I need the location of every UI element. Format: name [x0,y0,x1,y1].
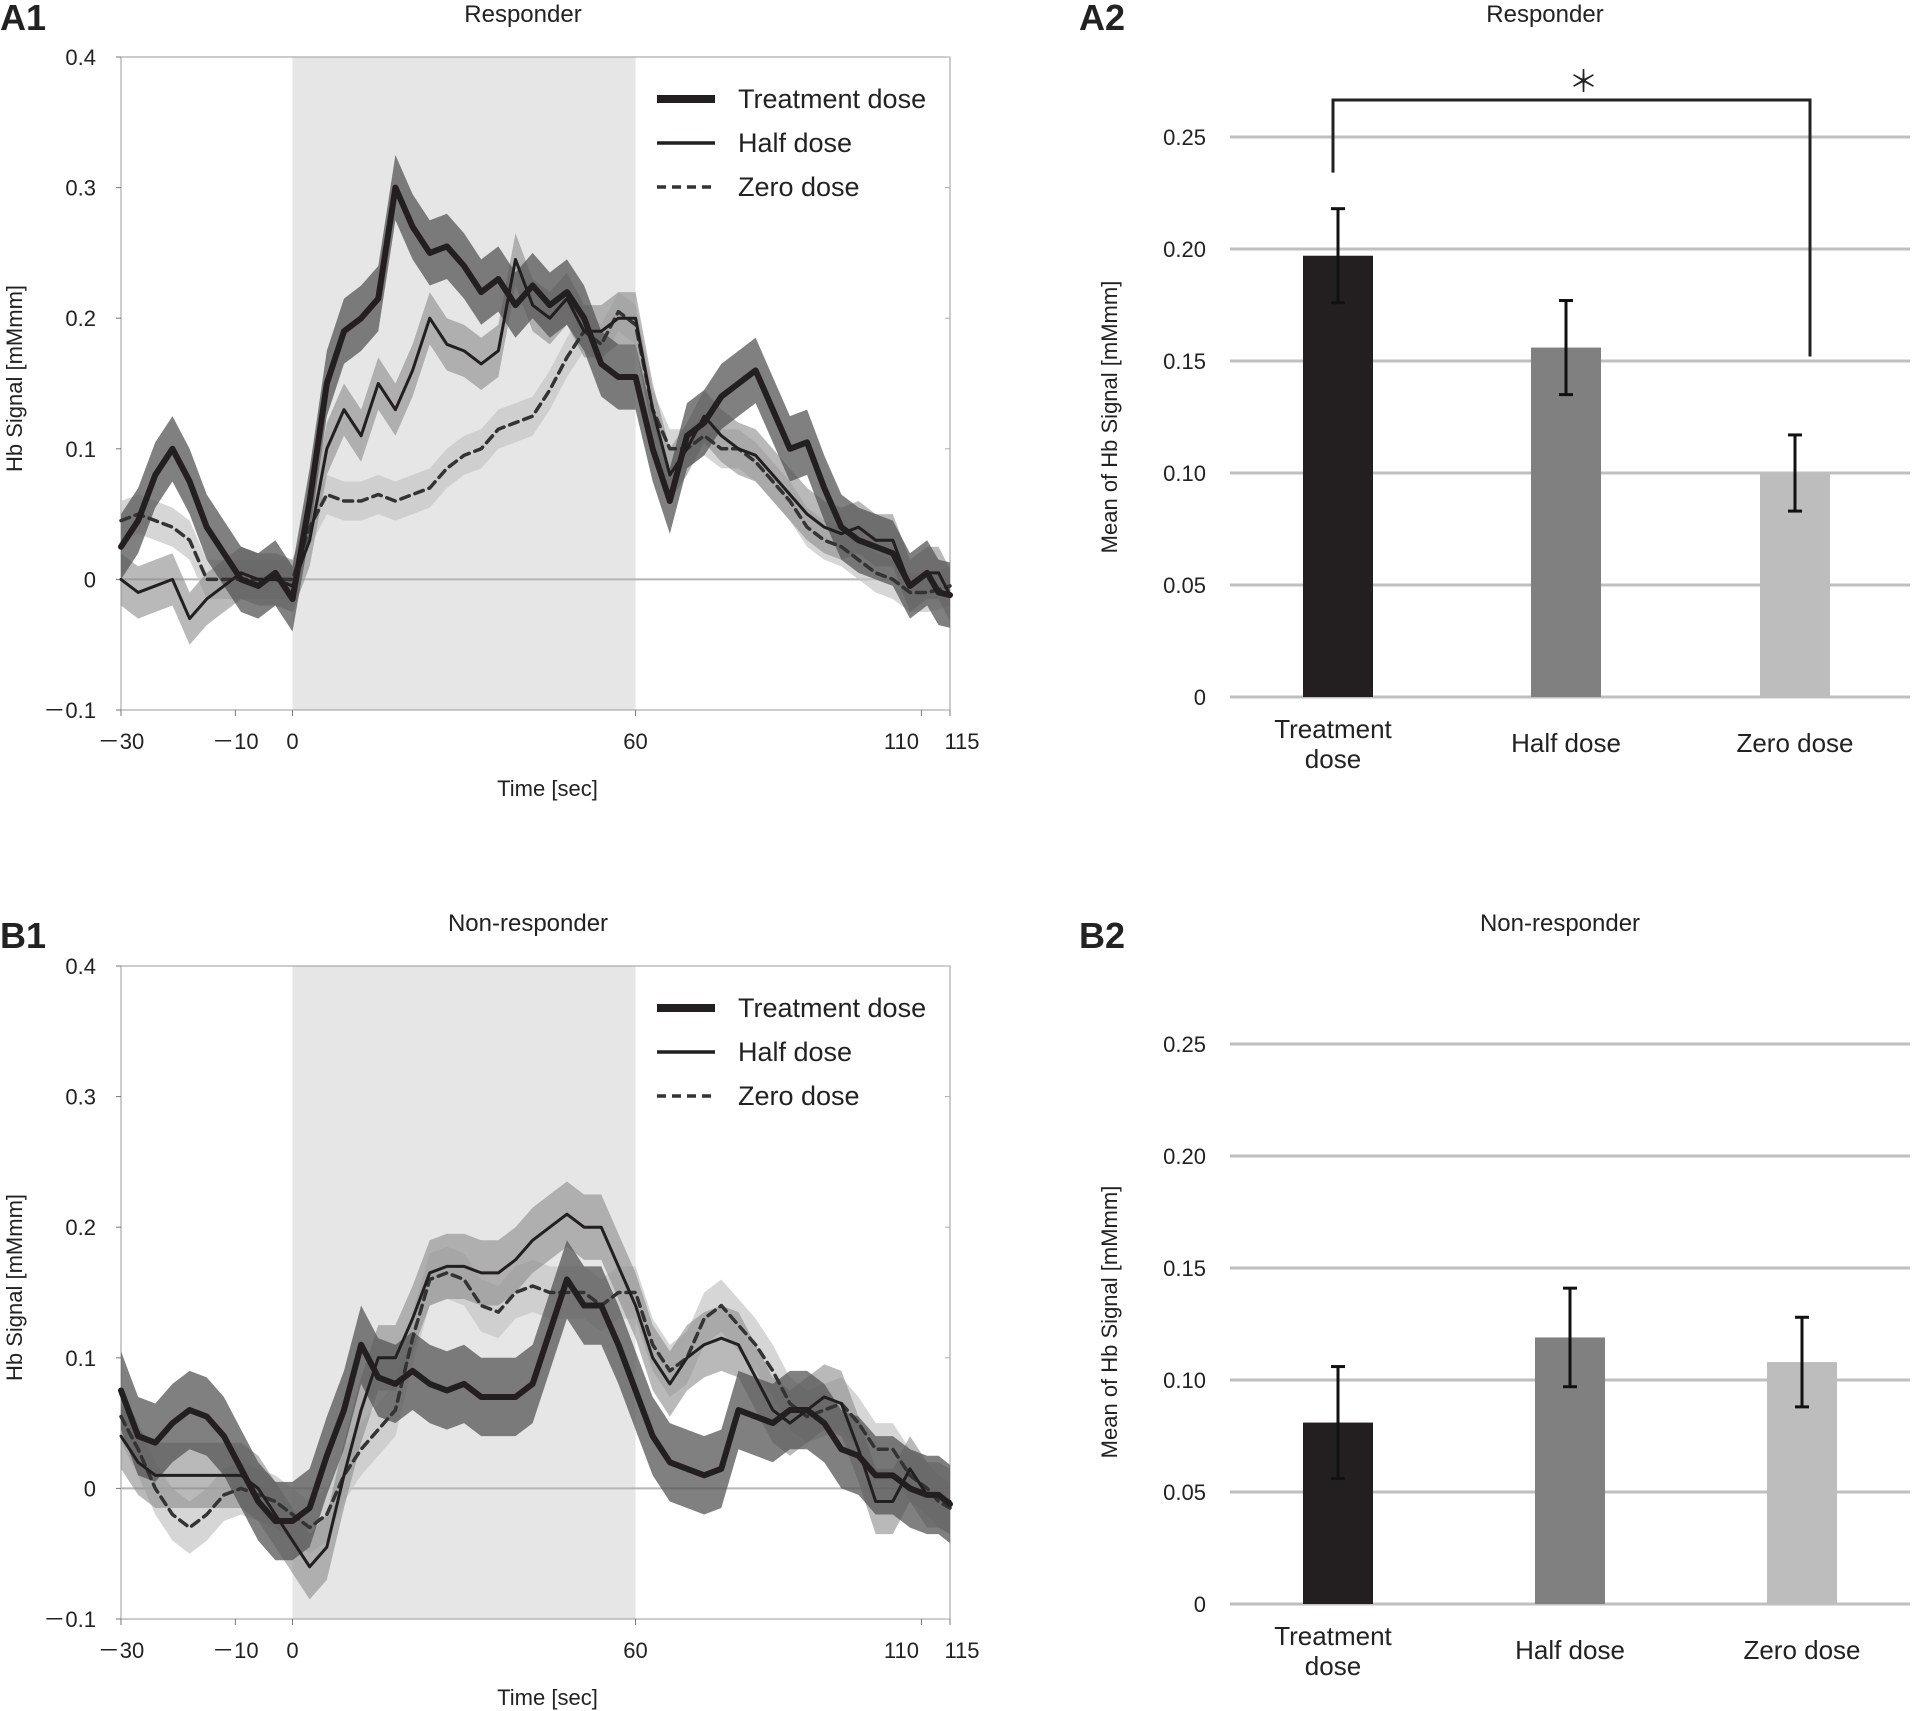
y-tick-label: 0.1 [65,437,96,462]
x-tick-label: －30 [98,1638,144,1663]
y-tick-label: 0.15 [1163,349,1206,374]
panel-b1-line-chart: B1 Non-responder －0.1 0 0.1 0.2 0.3 0.4 －30 －10 0 6… [0,910,980,1710]
x-tick-label: 60 [623,729,647,754]
y-tick-label: 0.3 [65,176,96,201]
y-tick-label: 0.4 [65,954,96,979]
series-error-band [121,1240,950,1561]
y-tick-label: 0 [1194,685,1206,710]
x-tick-label: 115 [944,1638,979,1663]
category-label: Half dose [1511,728,1621,758]
y-tick-label: 0.25 [1163,1032,1206,1057]
legend-label: Treatment dose [738,993,926,1023]
y-tick-label: 0.3 [65,1085,96,1110]
category-label: Zero dose [1736,728,1853,758]
legend-label: Zero dose [738,172,860,202]
x-tick-label: －10 [212,729,258,754]
x-tick-label: 115 [944,729,979,754]
chart-title: Responder [464,1,581,28]
y-tick-label: －0.1 [43,698,96,723]
legend-label: Half dose [738,1037,852,1067]
significance-star: ＊ [1569,66,1599,99]
panel-a2-bar-chart: A2 Responder 0 0.05 0.10 0.15 0.20 0.25 Mean of … [1079,0,1910,774]
y-tick-label: 0 [84,1476,96,1501]
category-label: dose [1305,1651,1361,1681]
significance-bracket [1331,98,1812,357]
panel-a1-line-chart: A1 Responder －0.1 0 0.1 0.2 0.3 0.4 －30 －10 0 60 110… [0,0,980,801]
legend-label: Treatment dose [738,84,926,114]
y-tick-label: 0.2 [65,306,96,331]
panel-letter: A2 [1079,0,1125,38]
series-line-thick [118,184,953,602]
category-label: Half dose [1515,1635,1625,1665]
y-tick-label: 0.25 [1163,125,1206,150]
panel-letter: B2 [1079,915,1125,956]
x-tick-label: －30 [98,729,144,754]
legend-label: Half dose [738,128,852,158]
y-tick-label: 0.1 [65,1346,96,1371]
x-tick-label: 110 [884,1638,919,1663]
panel-letter: A1 [0,0,46,38]
category-label: Zero dose [1743,1635,1860,1665]
y-tick-label: 0.05 [1163,573,1206,598]
y-tick-label: 0.10 [1163,1368,1206,1393]
category-label: dose [1305,744,1361,774]
y-tick-label: －0.1 [43,1607,96,1632]
y-tick-label: 0.4 [65,45,96,70]
category-label: Treatment [1274,1621,1392,1651]
y-axis-label: Hb Signal [mMmm] [2,285,27,472]
x-tick-label: 0 [286,1638,298,1663]
y-tick-label: 0 [84,567,96,592]
chart-title: Non-responder [448,910,608,937]
y-axis-label: Mean of Hb Signal [mMmm] [1097,281,1122,554]
x-axis-label: Time [sec] [497,1685,598,1710]
plot-frame [120,965,951,1620]
y-axis-label: Hb Signal [mMmm] [2,1194,27,1381]
chart-title: Responder [1486,1,1603,28]
y-axis-label: Mean of Hb Signal [mMmm] [1097,1186,1122,1459]
y-tick-label: 0.05 [1163,1480,1206,1505]
plot-frame [120,56,951,711]
panel-b2-bar-chart: B2 Non-responder 0 0.05 0.10 0.15 0.20 0.25 Mean… [1079,910,1910,1681]
chart-title: Non-responder [1480,910,1640,937]
x-tick-label: 0 [286,729,298,754]
panel-letter: B1 [0,915,46,956]
stimulus-window [292,57,636,710]
legend-label: Zero dose [738,1081,860,1111]
x-tick-label: 110 [884,729,919,754]
y-tick-label: 0 [1194,1592,1206,1617]
y-tick-label: 0.10 [1163,461,1206,486]
bar [1531,347,1601,697]
series-line-thin [119,257,952,621]
category-label: Treatment [1274,714,1392,744]
series-line-thick [118,1276,953,1525]
x-axis-label: Time [sec] [497,776,598,801]
y-tick-label: 0.20 [1163,1144,1206,1169]
y-tick-label: 0.20 [1163,237,1206,262]
x-tick-label: 60 [623,1638,647,1663]
y-tick-label: 0.2 [65,1215,96,1240]
bar [1303,255,1373,697]
x-tick-label: －10 [212,1638,258,1663]
series-line-thin [119,1212,952,1569]
series-line-dashed [119,1271,952,1530]
y-tick-label: 0.15 [1163,1256,1206,1281]
